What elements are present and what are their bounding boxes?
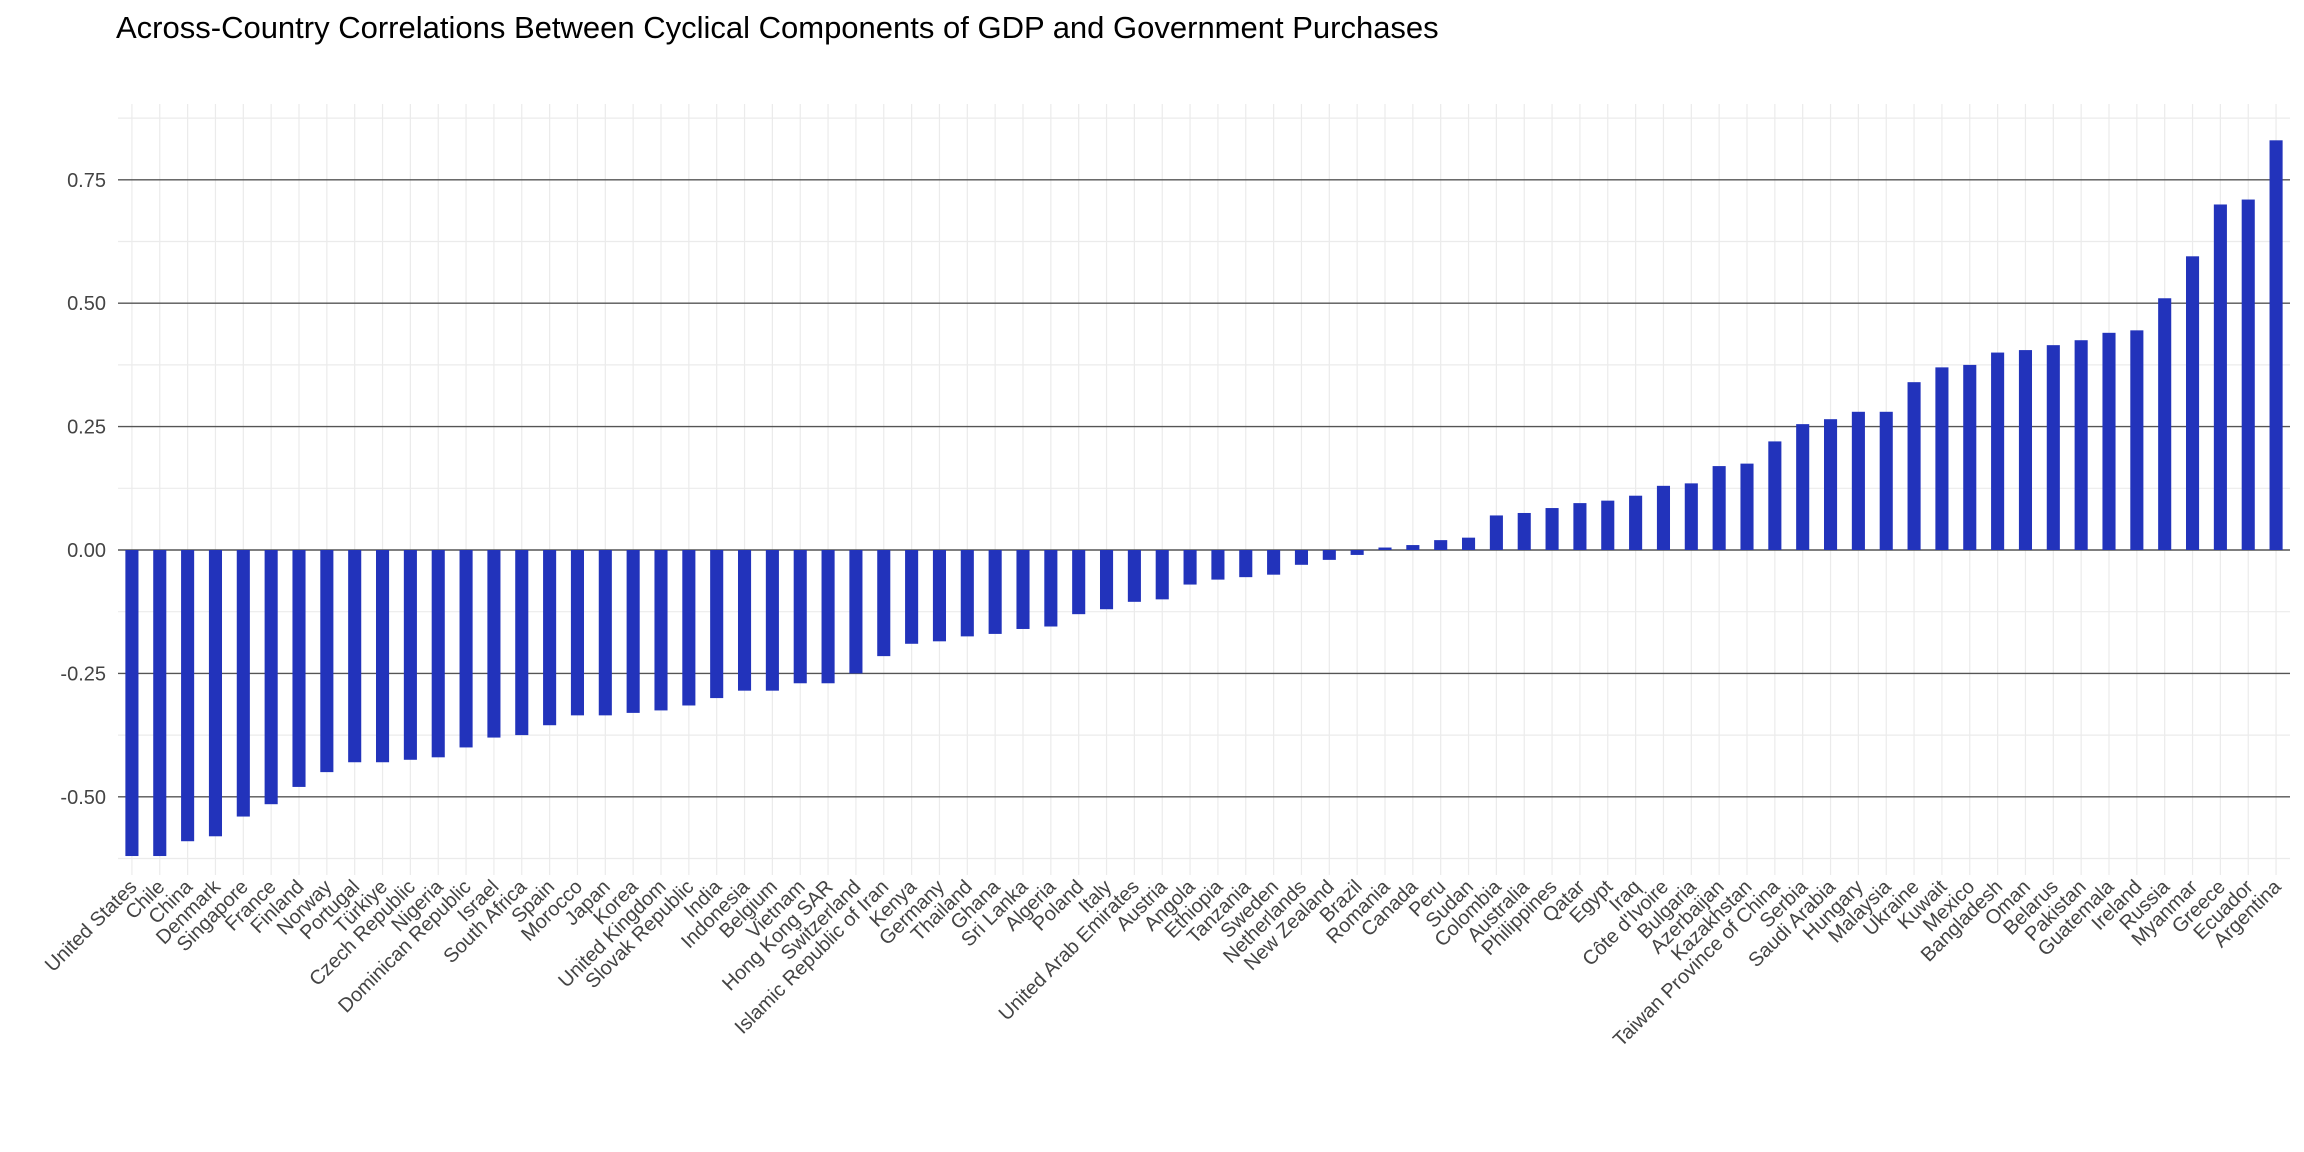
bar <box>570 550 585 716</box>
bar <box>2213 204 2227 551</box>
bar <box>431 550 445 758</box>
bar <box>1796 424 1810 550</box>
y-tick-label: -0.25 <box>60 663 106 685</box>
bar <box>1991 352 2005 550</box>
bar <box>1907 382 1921 550</box>
bar <box>598 550 612 716</box>
bar <box>1879 411 1893 550</box>
bar <box>2269 140 2283 550</box>
bar <box>348 550 362 763</box>
bar <box>125 550 139 857</box>
bar <box>793 550 807 684</box>
bar <box>459 550 473 748</box>
bar <box>2102 332 2116 550</box>
bar <box>1768 441 1782 550</box>
bar <box>1656 485 1671 550</box>
bar <box>1489 515 1503 550</box>
bar <box>821 550 835 684</box>
bar <box>1629 495 1643 550</box>
bar <box>1935 367 1949 550</box>
bar <box>905 550 919 644</box>
bar <box>988 550 1002 634</box>
y-axis-ticks: -0.50 -0.25 0.00 0.25 0.50 0.75 <box>60 170 106 809</box>
bar <box>1573 503 1587 550</box>
x-axis-labels: United StatesChileChinaDenmarkSingaporeF… <box>41 875 2286 1051</box>
bar <box>292 550 306 787</box>
y-tick-label: 0.25 <box>67 417 106 439</box>
bar <box>1601 500 1615 550</box>
bar <box>1183 550 1197 585</box>
bar <box>1434 540 1448 550</box>
bar <box>181 550 195 842</box>
bar <box>515 550 529 736</box>
bar <box>1823 419 1838 550</box>
bar <box>1267 550 1281 575</box>
bar <box>1378 547 1392 550</box>
x-tick-label: United States <box>41 876 141 976</box>
bar <box>1517 512 1531 550</box>
bar <box>1350 550 1364 555</box>
bar <box>2018 350 2033 550</box>
bar <box>1211 550 1225 580</box>
bar <box>1545 508 1559 550</box>
y-tick-label: -0.50 <box>60 787 106 809</box>
bar <box>765 550 779 691</box>
bar <box>654 550 668 711</box>
chart-title: Across-Country Correlations Between Cycl… <box>116 10 1439 45</box>
bar <box>320 550 334 773</box>
y-tick-label: 0.75 <box>67 170 106 192</box>
bar <box>932 550 947 642</box>
bar <box>1712 466 1726 550</box>
bar <box>543 550 557 726</box>
bar <box>208 550 223 837</box>
bar <box>2046 345 2060 550</box>
bar <box>960 550 974 637</box>
bar <box>682 550 696 706</box>
bar <box>1963 364 1977 550</box>
bar <box>1406 545 1420 550</box>
bar <box>1127 550 1141 602</box>
bar-series <box>125 140 2283 857</box>
bar <box>710 550 724 699</box>
y-tick-label: 0.00 <box>67 540 106 562</box>
bar <box>1684 483 1698 550</box>
bar <box>1155 550 1169 600</box>
bar <box>153 550 167 857</box>
bar <box>2185 256 2200 550</box>
bar <box>1294 550 1309 565</box>
bar <box>1099 550 1114 610</box>
bar <box>403 550 417 760</box>
bar <box>1239 550 1253 578</box>
bar <box>1044 550 1058 627</box>
bar <box>2158 298 2172 550</box>
bar <box>1461 537 1476 550</box>
bar <box>626 550 640 713</box>
bar <box>1322 550 1336 560</box>
bar <box>2130 330 2144 550</box>
bar <box>236 550 250 817</box>
bar <box>2241 199 2255 550</box>
bar <box>264 550 278 805</box>
bar <box>1016 550 1030 629</box>
bar <box>2074 340 2088 550</box>
bar <box>849 550 863 674</box>
bar <box>375 550 390 763</box>
bar <box>1851 411 1865 550</box>
bar <box>737 550 752 691</box>
bar <box>487 550 501 738</box>
bar <box>1072 550 1086 615</box>
y-tick-label: 0.50 <box>67 293 106 315</box>
bar <box>877 550 891 657</box>
bar <box>1740 463 1754 550</box>
